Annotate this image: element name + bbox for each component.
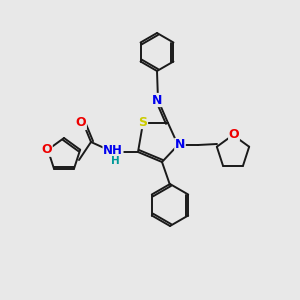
- Text: O: O: [229, 128, 239, 140]
- Text: S: S: [139, 116, 148, 128]
- Text: NH: NH: [103, 145, 123, 158]
- Text: N: N: [175, 139, 185, 152]
- Text: O: O: [41, 143, 52, 156]
- Text: N: N: [152, 94, 162, 106]
- Text: H: H: [111, 156, 119, 166]
- Text: O: O: [76, 116, 86, 130]
